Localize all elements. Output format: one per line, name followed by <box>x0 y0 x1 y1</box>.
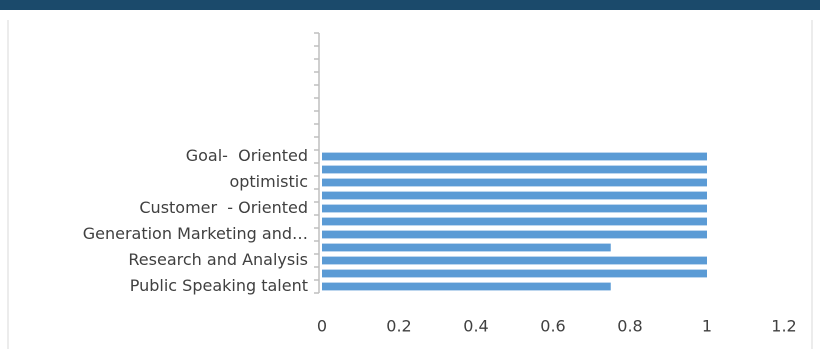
bar <box>322 256 707 265</box>
y-tick-label: Customer - Oriented <box>139 198 308 217</box>
bar <box>322 165 707 174</box>
x-tick-label: 0.4 <box>463 317 488 336</box>
y-tick-label: Research and Analysis <box>128 250 308 269</box>
header-bar <box>0 0 820 10</box>
bar <box>322 178 707 187</box>
x-tick-label: 0.8 <box>617 317 642 336</box>
y-tick-label: Generation Marketing and… <box>83 224 308 243</box>
x-tick-label: 0 <box>317 317 327 336</box>
x-tick-label: 1.2 <box>771 317 796 336</box>
bar <box>322 191 707 200</box>
y-tick-label: Goal- Oriented <box>186 146 308 165</box>
bar <box>322 243 611 252</box>
bar <box>322 217 707 226</box>
bar <box>322 230 707 239</box>
x-tick-label: 0.2 <box>386 317 411 336</box>
bar <box>322 269 707 278</box>
bar <box>322 204 707 213</box>
y-tick-label: optimistic <box>229 172 308 191</box>
y-tick-label: Public Speaking talent <box>130 276 308 295</box>
bar <box>322 152 707 161</box>
x-tick-label: 1 <box>702 317 712 336</box>
x-tick-label: 0.6 <box>540 317 565 336</box>
bar <box>322 282 611 291</box>
